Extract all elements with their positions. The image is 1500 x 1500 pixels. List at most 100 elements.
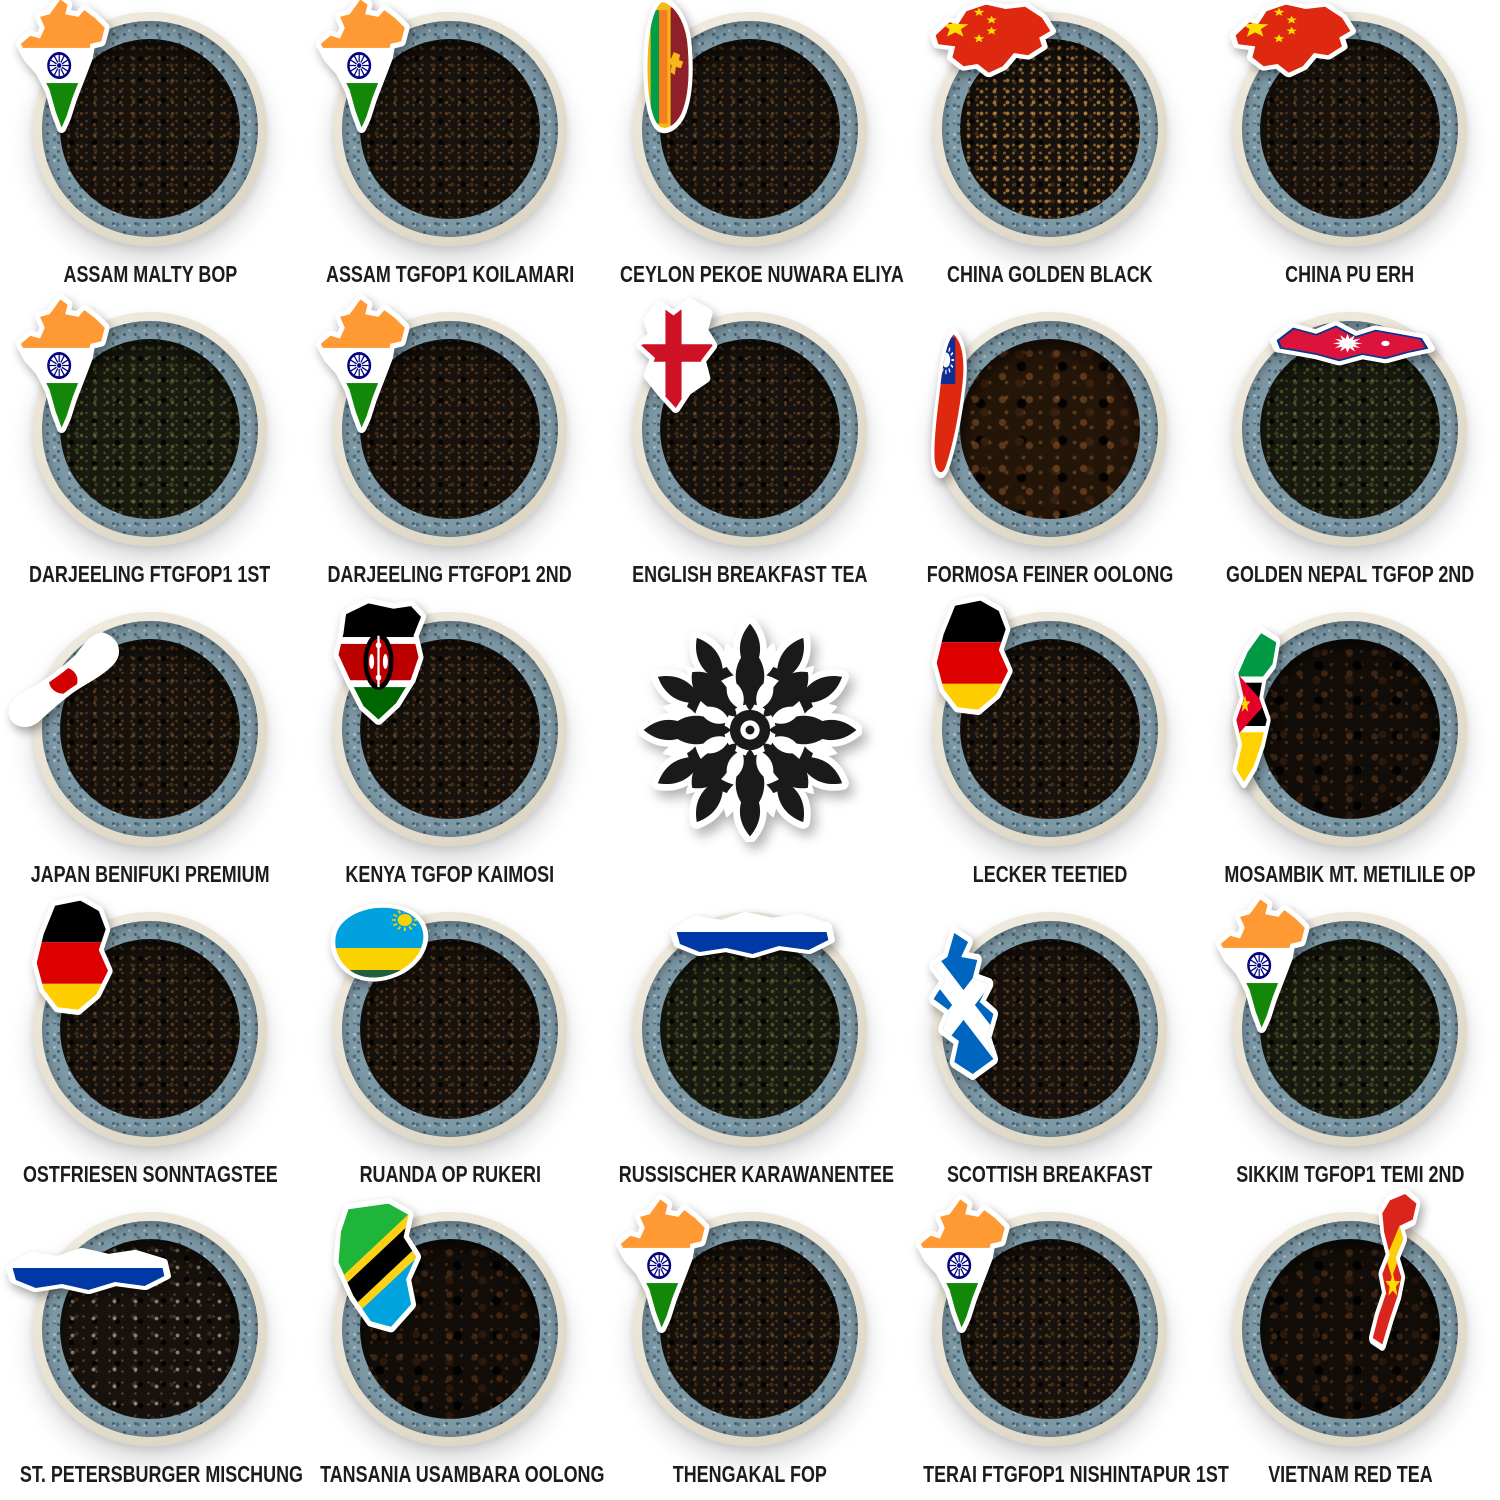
tea-label-text: ASSAM TGFOP1 KOILAMARI [325,261,575,287]
mozambique-map-flag-icon [1232,626,1281,789]
tea-label: SCOTTISH BREAKFAST [880,1161,1220,1188]
tea-label: VIETNAM RED TEA [1180,1461,1500,1488]
tea-bowl [333,912,567,1146]
tea-item: ENGLISH BREAKFAST TEA [600,298,900,600]
tea-label-text: TANSANIA USAMBARA OOLONG [320,1461,605,1487]
tea-item: FORMOSA FEINER OOLONG [900,300,1200,600]
brand-logo-cell [600,600,900,900]
tea-label: JAPAN BENIFUKI PREMIUM [0,861,320,888]
india-map-flag-icon [1216,893,1310,1033]
tea-label: TERAI FTGFOP1 NISHINTAPUR 1ST [880,1461,1229,1488]
tea-label: RUANDA OP RUKERI [280,1161,620,1188]
tea-label-text: ASSAM MALTY BOP [63,261,237,287]
tea-label: ENGLISH BREAKFAST TEA [580,561,920,588]
tea-leaves [360,339,540,519]
tea-label: KENYA TGFOP KAIMOSI [280,861,620,888]
tea-bowl [1233,1212,1467,1446]
vietnam-map-flag-icon [1369,1187,1421,1351]
tea-leaves [660,939,840,1119]
germany-map-flag-icon [32,895,113,1015]
tea-item: CEYLON PEKOE NUWARA ELIYA [600,0,904,300]
tea-item: LECKER TEETIED [900,595,1200,900]
tea-bowl [33,312,267,546]
tea-label: TANSANIA USAMBARA OOLONG [280,1461,620,1488]
tea-leaves [360,39,540,219]
lotus-flower-logo-icon [638,618,862,842]
china-map-flag-icon [930,0,1056,78]
india-map-flag-icon [916,1193,1010,1333]
tea-item: DARJEELING FTGFOP1 1ST [0,293,300,600]
rwanda-map-flag-icon [330,903,429,982]
tea-label: DARJEELING FTGFOP1 2ND [280,561,620,588]
tea-label: LECKER TEETIED [880,861,1220,888]
tea-label-text: FORMOSA FEINER OOLONG [926,561,1174,587]
tea-label-text: KENYA TGFOP KAIMOSI [345,861,555,887]
tea-bowl [333,12,567,246]
tea-item: RUANDA OP RUKERI [300,900,600,1200]
tea-leaves [1260,1239,1440,1419]
tea-item: GOLDEN NEPAL TGFOP 2ND [1200,300,1500,600]
tea-leaves [1260,339,1440,519]
tea-label: GOLDEN NEPAL TGFOP 2ND [1180,561,1500,588]
tea-item: DARJEELING FTGFOP1 2ND [300,293,600,600]
tea-label: FORMOSA FEINER OOLONG [880,561,1220,588]
england-map-flag-icon [636,298,718,413]
tea-item: ASSAM TGFOP1 KOILAMARI [300,0,600,300]
tea-label-text: CEYLON PEKOE NUWARA ELIYA [620,261,904,287]
tea-bowl [633,12,867,246]
tea-item: CHINA GOLDEN BLACK [900,0,1200,300]
india-map-flag-icon [16,293,110,433]
india-map-flag-icon [316,0,410,133]
russia-map-flag-icon [6,1248,171,1294]
tea-leaves [60,39,240,219]
tea-item: ASSAM MALTY BOP [0,0,300,300]
tea-item: KENYA TGFOP KAIMOSI [300,598,600,900]
tea-label-text: CHINA PU ERH [1285,261,1415,287]
tea-label-text: ENGLISH BREAKFAST TEA [632,561,868,587]
tea-bowl [1233,612,1467,846]
kenya-map-flag-icon [333,598,426,725]
tea-label-text: DARJEELING FTGFOP1 1ST [29,561,271,587]
tea-label-text: SCOTTISH BREAKFAST [947,1161,1153,1187]
china-map-flag-icon [1230,0,1356,78]
taiwan-map-flag-icon [931,328,967,479]
tea-item: OSTFRIESEN SONNTAGSTEE [0,895,300,1200]
tea-item: TANSANIA USAMBARA OOLONG [300,1198,604,1500]
tea-label-text: SIKKIM TGFOP1 TEMI 2ND [1235,1161,1465,1187]
india-map-flag-icon [616,1193,710,1333]
tea-label: OSTFRIESEN SONNTAGSTEE [0,1161,320,1188]
tea-label-text: TERAI FTGFOP1 NISHINTAPUR 1ST [923,1461,1229,1487]
india-map-flag-icon [316,293,410,433]
tea-label-text: ST. PETERSBURGER MISCHUNG [19,1461,304,1487]
tea-label: CEYLON PEKOE NUWARA ELIYA [580,261,920,288]
tea-label-text: JAPAN BENIFUKI PREMIUM [30,861,270,887]
tea-label-text: LECKER TEETIED [972,861,1128,887]
tea-bowl [1233,912,1467,1146]
japan-map-flag-icon [8,632,119,728]
tea-label: CHINA PU ERH [1180,261,1500,288]
tea-leaves [660,1239,840,1419]
tea-item: SIKKIM TGFOP1 TEMI 2ND [1200,893,1500,1200]
tea-label: CHINA GOLDEN BLACK [880,261,1220,288]
tea-item: TERAI FTGFOP1 NISHINTAPUR 1ST [900,1193,1229,1500]
tanzania-map-flag-icon [333,1198,421,1333]
tea-label: ASSAM TGFOP1 KOILAMARI [280,261,620,288]
tea-item: SCOTTISH BREAKFAST [900,900,1200,1200]
india-map-flag-icon [16,0,110,133]
tea-leaves [60,1239,240,1419]
nepal-map-flag-icon [1270,321,1435,366]
tea-leaves [1260,639,1440,819]
tea-leaves [1260,939,1440,1119]
tea-item: CHINA PU ERH [1200,0,1500,300]
tea-item: THENGAKAL FOP [600,1193,900,1500]
tea-label: ST. PETERSBURGER MISCHUNG [0,1461,320,1488]
tea-item: MOSAMBIK MT. METILILE OP [1200,600,1500,900]
tea-label-text: RUANDA OP RUKERI [359,1161,541,1187]
germany-map-flag-icon [932,595,1013,715]
tea-label-text: DARJEELING FTGFOP1 2ND [327,561,573,587]
tea-bowl [33,12,267,246]
tea-item: RUSSISCHER KARAWANENTEE [600,900,900,1200]
tea-label: THENGAKAL FOP [580,1461,920,1488]
scotland-map-flag-icon [929,927,998,1080]
